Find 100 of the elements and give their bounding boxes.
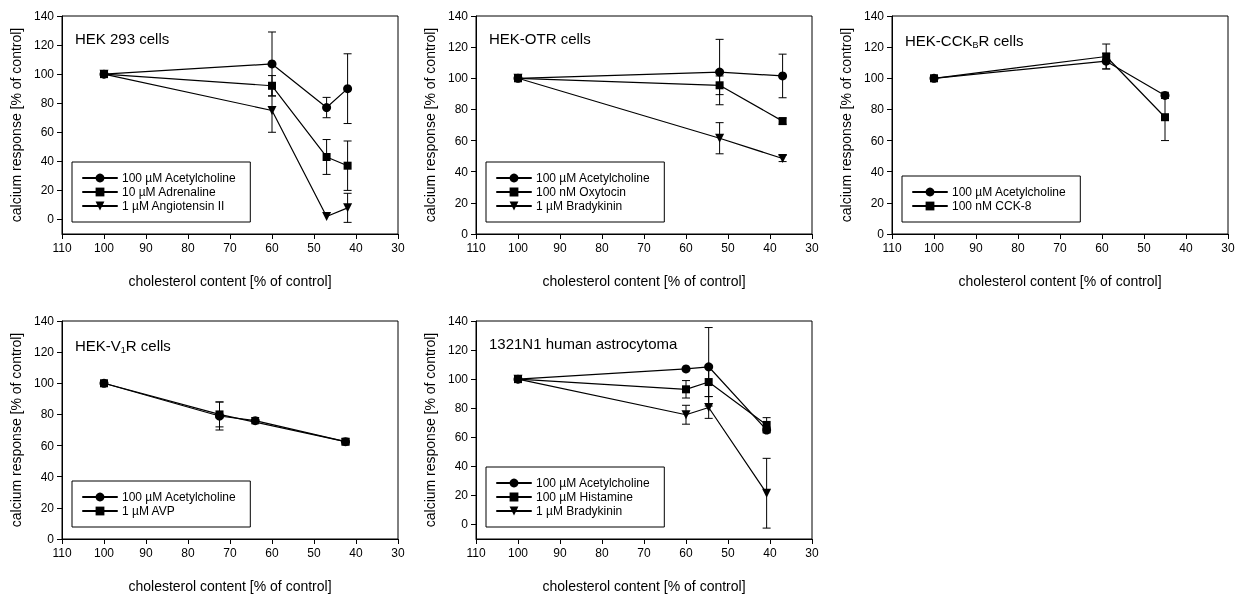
legend-label: 100 µM Histamine [536, 490, 634, 504]
y-tick-label: 0 [461, 227, 469, 241]
x-tick-label: 90 [139, 546, 153, 560]
y-tick-label: 80 [870, 102, 885, 117]
y-tick-label: 20 [40, 500, 55, 515]
legend-label: 100 µM Acetylcholine [122, 490, 236, 504]
y-axis-title: calcium response [% of control] [422, 27, 439, 223]
x-tick-label: 30 [805, 546, 819, 560]
y-tick-label: 60 [870, 133, 885, 148]
legend-label: 100 nM Oxytocin [536, 185, 627, 199]
x-tick-label: 90 [553, 546, 567, 560]
x-tick-label: 110 [466, 546, 486, 560]
x-tick-label: 50 [721, 546, 735, 560]
y-axis-title: calcium response [% of control] [422, 332, 439, 528]
x-axis-title: cholesterol content [% of control] [542, 578, 746, 594]
x-tick-label: 40 [763, 241, 777, 255]
x-tick-label: 80 [1011, 241, 1025, 255]
x-tick-label: 90 [553, 241, 567, 255]
y-tick-label: 20 [40, 183, 55, 198]
text: HEK 293 cells [75, 30, 170, 47]
y-tick-label: 40 [454, 164, 469, 179]
y-tick-label: 0 [877, 227, 885, 241]
x-tick-label: 80 [595, 241, 609, 255]
x-tick-label: 50 [1137, 241, 1151, 255]
x-tick-label: 60 [265, 241, 279, 255]
y-tick-label: 140 [447, 9, 469, 23]
y-tick-label: 20 [454, 488, 469, 503]
y-tick-label: 120 [863, 40, 885, 55]
x-tick-label: 40 [763, 546, 777, 560]
y-axis-title: calcium response [% of control] [8, 332, 25, 528]
y-tick-label: 60 [454, 430, 469, 445]
y-tick-label: 40 [40, 154, 55, 169]
y-tick-label: 80 [40, 407, 55, 422]
x-tick-label: 50 [721, 241, 735, 255]
y-tick-label: 100 [447, 71, 469, 86]
x-tick-label: 70 [223, 241, 237, 255]
y-tick-label: 140 [863, 9, 885, 23]
x-tick-label: 70 [637, 241, 651, 255]
y-tick-label: 20 [870, 195, 885, 210]
y-tick-label: 120 [33, 345, 55, 360]
y-tick-label: 100 [33, 376, 55, 391]
x-tick-label: 30 [805, 241, 819, 255]
legend-label: 10 µM Adrenaline [122, 185, 216, 199]
y-tick-label: 80 [454, 401, 469, 416]
y-tick-label: 20 [454, 195, 469, 210]
x-tick-label: 100 [507, 546, 529, 560]
x-tick-label: 100 [93, 241, 115, 255]
y-tick-label: 100 [33, 67, 55, 82]
x-tick-label: 60 [1095, 241, 1109, 255]
y-tick-label: 0 [47, 532, 55, 546]
y-tick-label: 100 [447, 372, 469, 387]
legend-label: 100 µM Acetylcholine [952, 185, 1066, 199]
x-tick-label: 70 [223, 546, 237, 560]
x-tick-label: 30 [391, 241, 405, 255]
x-axis-title: cholesterol content [% of control] [542, 273, 746, 289]
x-tick-label: 70 [1053, 241, 1067, 255]
x-tick-label: 110 [52, 546, 72, 560]
x-tick-label: 60 [679, 546, 693, 560]
y-tick-label: 120 [447, 40, 469, 55]
y-tick-label: 0 [47, 212, 55, 227]
x-tick-label: 100 [93, 546, 115, 560]
x-axis-title: cholesterol content [% of control] [128, 273, 332, 289]
y-tick-label: 40 [40, 469, 55, 484]
legend-label: 100 nM CCK-8 [952, 199, 1032, 213]
y-tick-label: 140 [33, 9, 55, 23]
x-tick-label: 80 [181, 546, 195, 560]
x-tick-label: 60 [679, 241, 693, 255]
y-tick-label: 140 [33, 314, 55, 328]
x-tick-label: 80 [595, 546, 609, 560]
x-tick-label: 50 [307, 546, 321, 560]
x-tick-label: 90 [139, 241, 153, 255]
y-tick-label: 40 [454, 459, 469, 474]
legend-label: 1 µM Bradykinin [536, 199, 623, 213]
y-tick-label: 60 [40, 125, 55, 140]
y-tick-label: 100 [863, 71, 885, 86]
x-axis-title: cholesterol content [% of control] [958, 273, 1162, 289]
x-tick-label: 40 [349, 546, 363, 560]
x-tick-label: 100 [507, 241, 529, 255]
x-tick-label: 30 [391, 546, 405, 560]
y-axis-title: calcium response [% of control] [838, 27, 855, 223]
x-tick-label: 40 [1179, 241, 1193, 255]
x-tick-label: 40 [349, 241, 363, 255]
y-tick-label: 80 [454, 102, 469, 117]
legend-label: 1 µM Bradykinin [536, 504, 623, 518]
text: 1321N1 human astrocytoma [489, 335, 679, 352]
legend-label: 100 µM Acetylcholine [536, 476, 650, 490]
x-tick-label: 110 [882, 241, 902, 255]
legend-label: 1 µM AVP [122, 504, 175, 518]
x-tick-label: 90 [969, 241, 983, 255]
y-tick-label: 80 [40, 96, 55, 111]
text: HEK-OTR cells [489, 30, 591, 47]
legend-label: 100 µM Acetylcholine [122, 171, 236, 185]
x-tick-label: 110 [52, 241, 72, 255]
legend-label: 1 µM Angiotensin II [122, 199, 225, 213]
y-tick-label: 40 [870, 164, 885, 179]
x-tick-label: 110 [466, 241, 486, 255]
legend-label: 100 µM Acetylcholine [536, 171, 650, 185]
y-tick-label: 60 [454, 133, 469, 148]
x-tick-label: 60 [265, 546, 279, 560]
x-tick-label: 30 [1221, 241, 1235, 255]
